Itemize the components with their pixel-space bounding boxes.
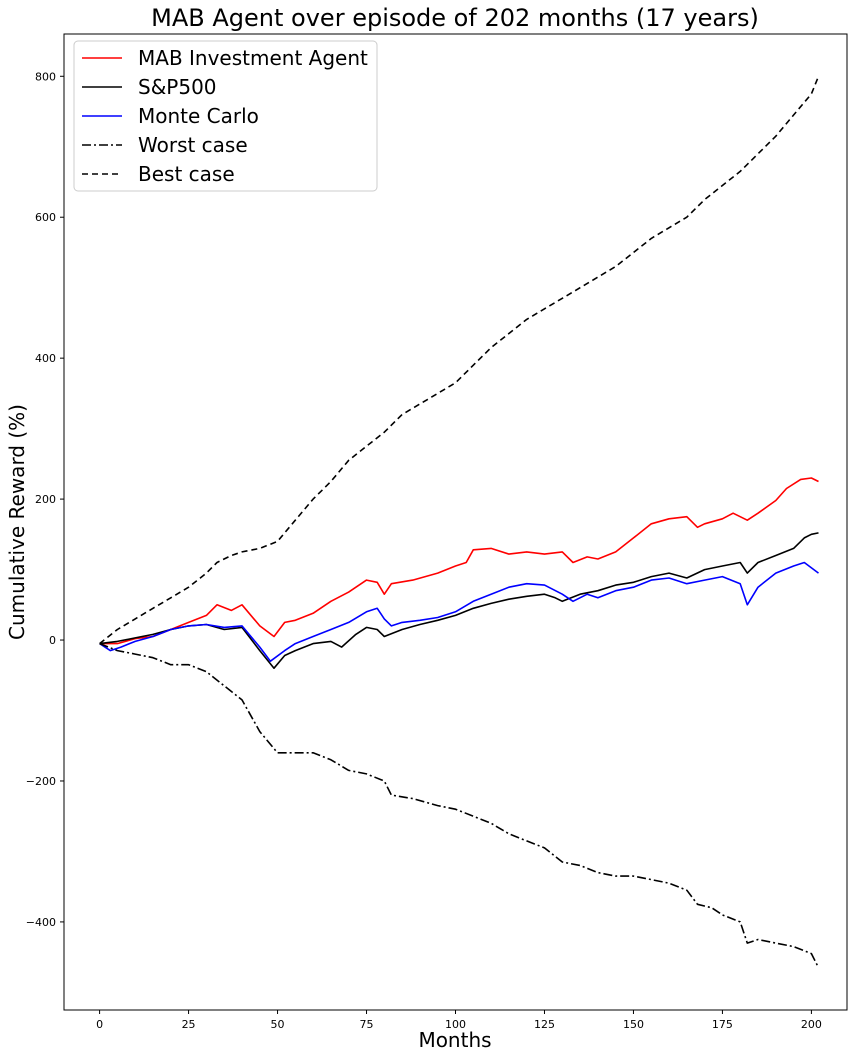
series-line-0	[99, 477, 819, 645]
x-tick-label: 75	[360, 1018, 374, 1031]
y-tick-label: 600	[35, 211, 56, 224]
x-tick-label: 50	[271, 1018, 285, 1031]
series-line-2	[99, 561, 819, 662]
legend-label-3: Worst case	[138, 133, 248, 157]
x-tick-label: 150	[623, 1018, 644, 1031]
y-tick-label: −400	[26, 916, 56, 929]
legend-label-0: MAB Investment Agent	[138, 46, 368, 70]
legend-items: MAB Investment Agent S&P500 Monte Carlo Wor…	[82, 46, 368, 186]
series-line-1	[99, 532, 819, 669]
y-axis-ticks: −400 −200 0 200 400 600 800	[26, 70, 64, 929]
x-axis-label: Months	[418, 1028, 491, 1052]
y-tick-label: 800	[35, 70, 56, 83]
x-tick-label: 100	[445, 1018, 466, 1031]
y-tick-label: 200	[35, 493, 56, 506]
y-axis-label: Cumulative Reward (%)	[5, 404, 29, 640]
x-tick-label: 125	[534, 1018, 555, 1031]
legend-box	[73, 40, 378, 192]
chart-title: MAB Agent over episode of 202 months (17…	[151, 4, 759, 32]
legend: MAB Investment Agent S&P500 Monte Carlo Wor…	[73, 40, 378, 192]
x-tick-label: 175	[712, 1018, 733, 1031]
x-tick-label: 25	[182, 1018, 196, 1031]
series-layer	[99, 76, 820, 969]
x-tick-label: 200	[801, 1018, 822, 1031]
legend-label-2: Monte Carlo	[138, 104, 259, 128]
legend-label-1: S&P500	[138, 75, 217, 99]
y-tick-label: 400	[35, 352, 56, 365]
x-axis-ticks: 0 25 50 75 100 125 150 175 200	[96, 1010, 822, 1031]
y-tick-label: −200	[26, 775, 56, 788]
x-tick-label: 0	[96, 1018, 103, 1031]
y-tick-label: 0	[49, 634, 56, 647]
legend-label-4: Best case	[138, 162, 235, 186]
series-line-4	[99, 76, 820, 645]
series-line-3	[99, 642, 820, 969]
